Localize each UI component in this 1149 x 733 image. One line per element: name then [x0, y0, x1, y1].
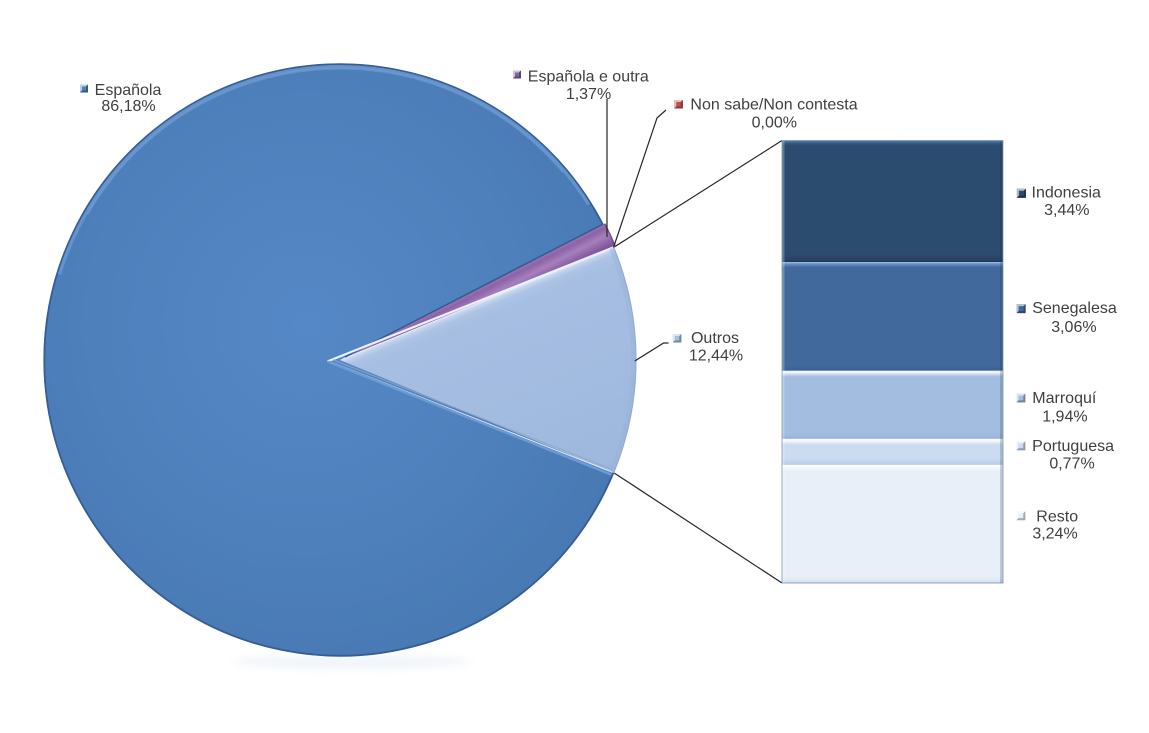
svg-text:Non sabe/Non contesta: Non sabe/Non contesta [690, 97, 857, 114]
svg-text:Española e outra: Española e outra [528, 68, 649, 85]
svg-text:3,24%: 3,24% [1032, 526, 1077, 543]
svg-text:Outros: Outros [691, 330, 739, 347]
svg-text:Española: Española [95, 82, 162, 99]
svg-text:Resto: Resto [1036, 508, 1078, 525]
svg-text:3,44%: 3,44% [1044, 202, 1089, 219]
svg-text:Senegalesa: Senegalesa [1032, 300, 1117, 317]
svg-text:1,94%: 1,94% [1042, 408, 1087, 425]
svg-text:0,00%: 0,00% [752, 115, 797, 132]
svg-text:3,06%: 3,06% [1051, 319, 1096, 336]
svg-text:Portuguesa: Portuguesa [1032, 438, 1114, 455]
svg-text:0,77%: 0,77% [1049, 456, 1094, 473]
svg-text:12,44%: 12,44% [689, 348, 743, 365]
svg-text:Marroquí: Marroquí [1032, 390, 1097, 407]
svg-text:Indonesia: Indonesia [1032, 185, 1101, 202]
svg-text:1,37%: 1,37% [566, 86, 611, 103]
svg-text:86,18%: 86,18% [101, 98, 155, 115]
